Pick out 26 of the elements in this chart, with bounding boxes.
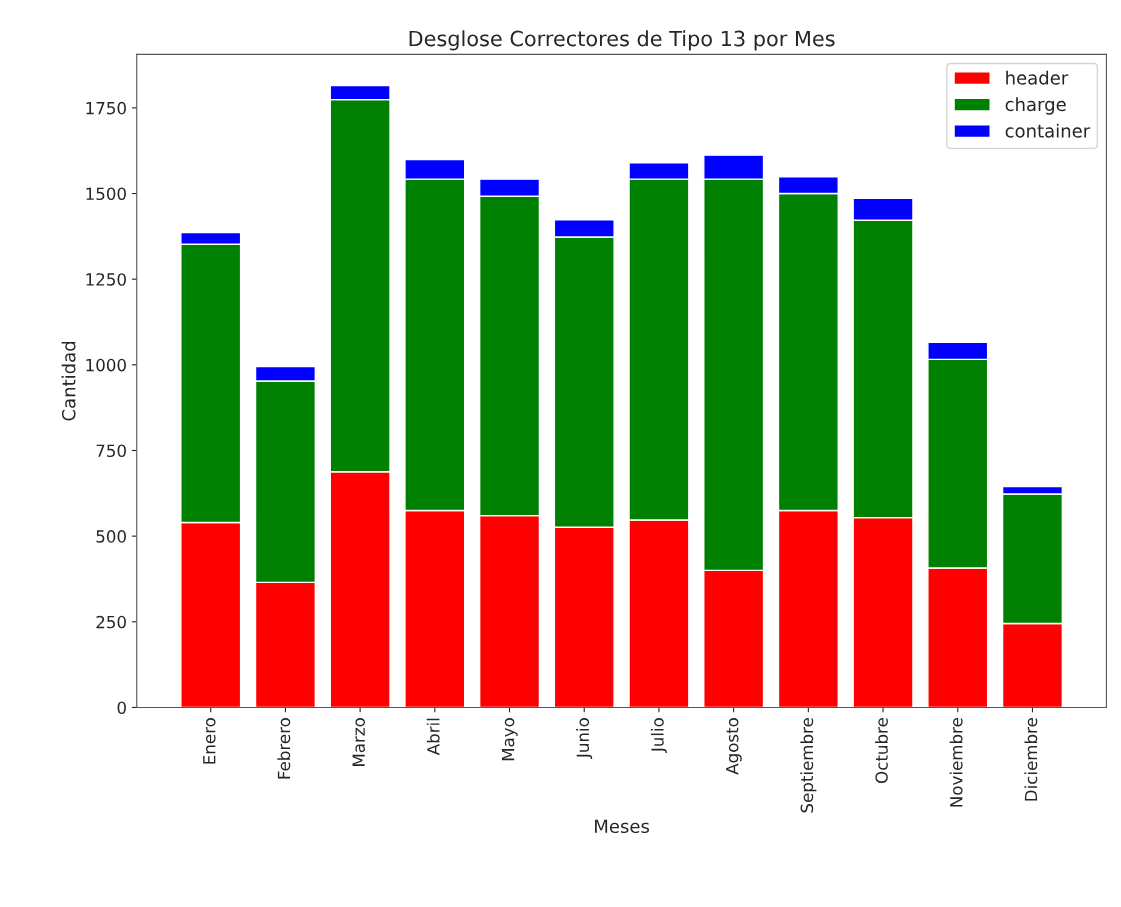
x-tick-label: Diciembre: [1024, 718, 1038, 801]
x-tick-label: Julio: [650, 718, 667, 753]
x-tick-label: Octubre: [875, 718, 888, 783]
x-tick-label: Mayo: [501, 718, 518, 761]
chart-title: Desglose Correctores de Tipo 13 por Mes: [409, 30, 835, 51]
x-tick-label: Noviembre: [949, 718, 963, 807]
x-tick-label: Febrero: [277, 718, 291, 779]
y-tick-label: 1750: [86, 101, 126, 115]
y-tick-label: 250: [96, 615, 126, 629]
y-tick-label: 1500: [86, 187, 126, 201]
legend-label: header: [1006, 70, 1069, 85]
x-tick-label: Abril: [426, 718, 440, 756]
x-axis-title: Meses: [595, 819, 650, 834]
y-tick-label: 1000: [86, 358, 126, 372]
y-axis-title: Cantidad: [61, 341, 76, 421]
x-tick-label: Junio: [576, 718, 593, 759]
legend-label: charge: [1005, 97, 1066, 115]
y-tick-label: 750: [96, 444, 126, 458]
y-tick-label: 500: [96, 530, 126, 543]
x-tick-label: Marzo: [352, 718, 365, 766]
x-tick-label: Septiembre: [800, 718, 817, 813]
y-tick-label: 0: [117, 701, 126, 715]
y-tick-label: 1250: [86, 273, 126, 286]
x-tick-label: Agosto: [726, 718, 742, 775]
legend-label: container: [1005, 123, 1091, 138]
x-tick-label: Enero: [203, 718, 216, 764]
